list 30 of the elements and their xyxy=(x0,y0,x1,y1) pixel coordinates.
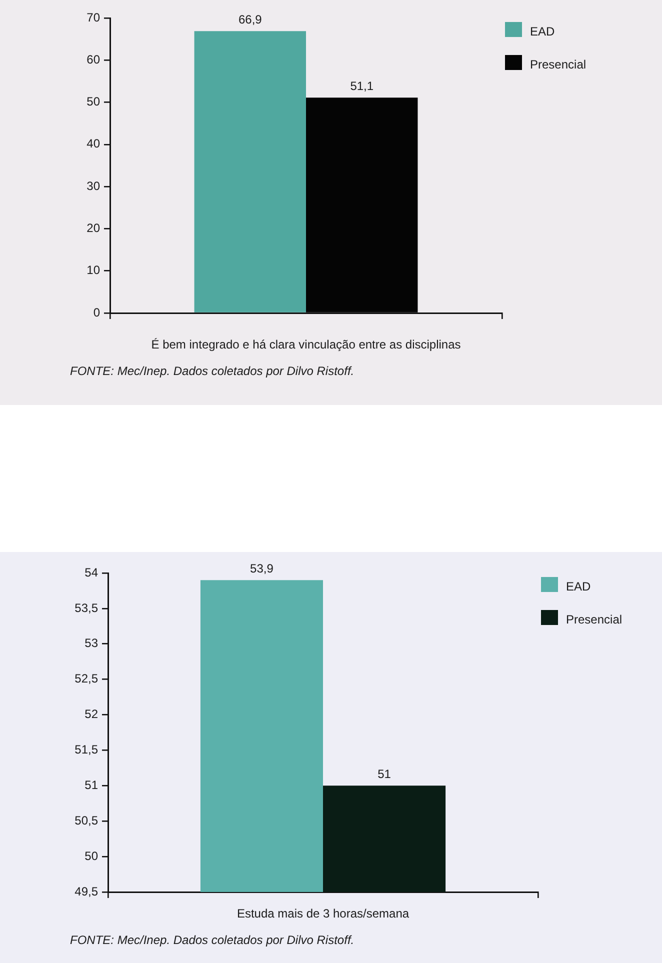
data-label: 66,9 xyxy=(238,12,262,26)
legend-label: Presencial xyxy=(530,57,586,72)
y-tick-label: 40 xyxy=(86,136,100,151)
legend-label: Presencial xyxy=(566,612,622,626)
y-tick-label: 51,5 xyxy=(74,742,98,757)
x-tick-label: É bem integrado e há clara vinculação entre as disciplinas xyxy=(151,338,461,352)
y-tick-label: 70 xyxy=(86,10,100,24)
source-note: FONTE: Mec/Inep. Dados coletados por Dilvo Ristoff. xyxy=(70,933,354,947)
y-tick-label: 53 xyxy=(84,636,98,650)
y-tick-label: 50,5 xyxy=(74,813,98,828)
y-tick-label: 49,5 xyxy=(74,884,98,898)
source-note: FONTE: Mec/Inep. Dados coletados por Dilvo Ristoff. xyxy=(70,364,354,378)
data-label: 51 xyxy=(378,766,392,781)
y-tick-label: 53,5 xyxy=(74,600,98,615)
y-tick-label: 52 xyxy=(84,707,98,722)
y-tick-label: 30 xyxy=(86,178,100,193)
data-label: 53,9 xyxy=(250,561,274,576)
y-tick-label: 0 xyxy=(93,305,100,320)
y-tick-label: 20 xyxy=(86,221,100,236)
y-tick-label: 60 xyxy=(86,52,100,66)
y-tick-label: 10 xyxy=(86,263,100,278)
y-tick-label: 54 xyxy=(84,565,98,580)
y-tick-label: 50 xyxy=(86,94,100,109)
y-tick-label: 51 xyxy=(84,778,98,792)
data-label: 51,1 xyxy=(350,78,374,93)
y-tick-label: 50 xyxy=(84,848,98,863)
legend-label: EAD xyxy=(566,579,592,594)
legend-label: EAD xyxy=(530,24,556,38)
x-tick-label: Estuda mais de 3 horas/semana xyxy=(236,906,410,921)
y-tick-label: 52,5 xyxy=(74,672,98,686)
